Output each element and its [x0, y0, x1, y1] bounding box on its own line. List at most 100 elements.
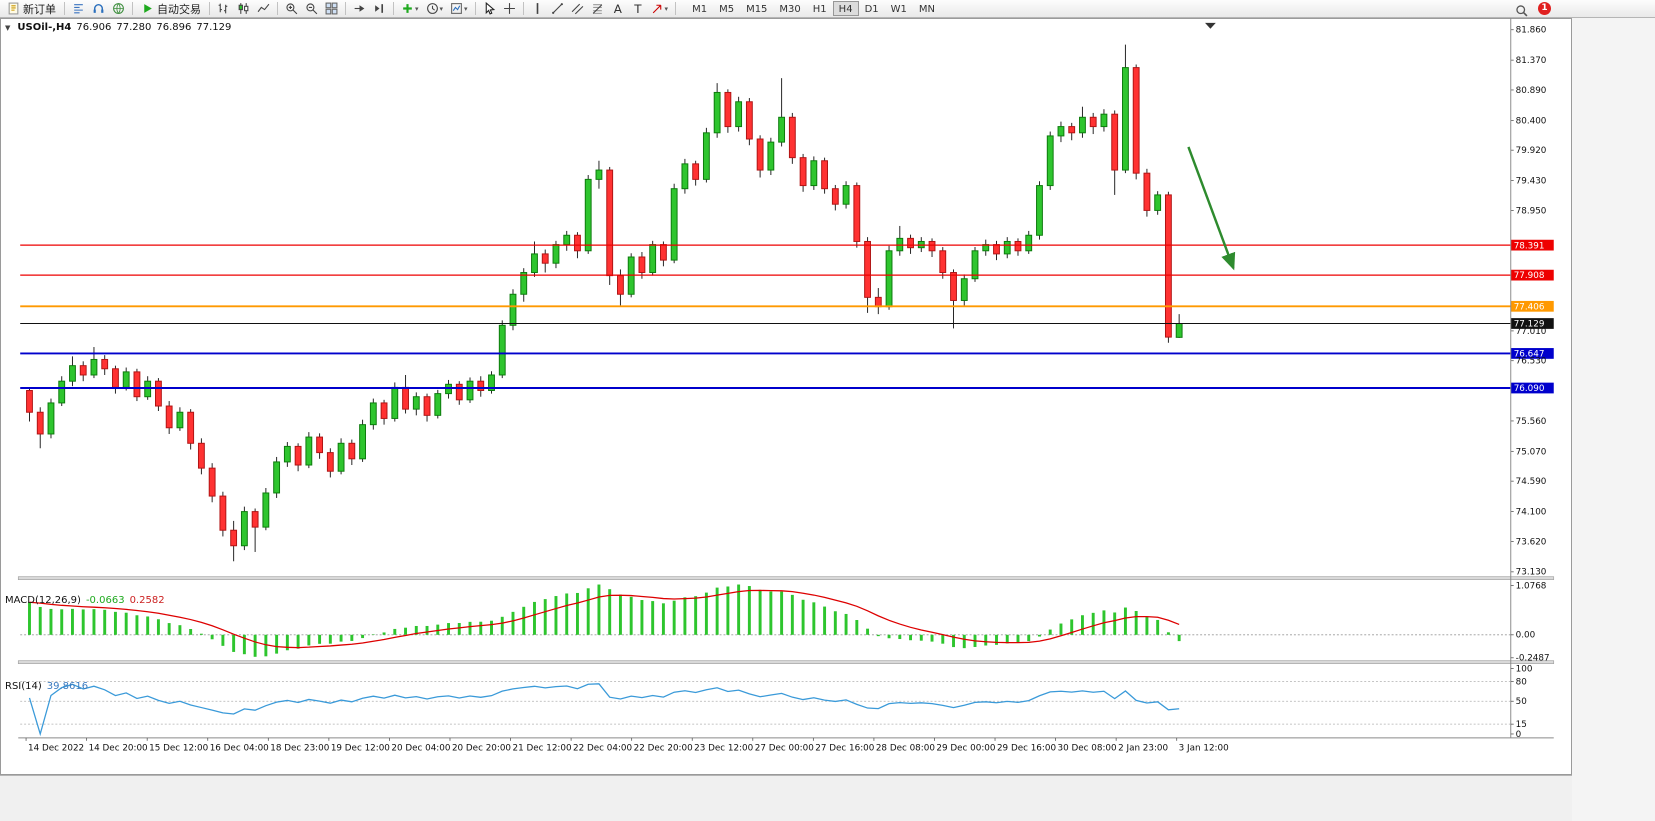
bar-chart-button[interactable] [214, 1, 233, 17]
toolbar-separator [209, 2, 210, 15]
candle-body [649, 244, 657, 274]
candle-body [864, 240, 871, 298]
timeframe-H1[interactable]: H1 [812, 4, 827, 15]
candle-body [810, 160, 818, 187]
candle-body [165, 405, 173, 429]
candle-body [960, 278, 968, 301]
time-tick-label: 2 Jan 23:00 [1118, 744, 1168, 754]
crosshair-button[interactable] [500, 1, 519, 17]
time-tick-label: 3 Jan 12:00 [1179, 744, 1229, 754]
candle-body [788, 116, 796, 159]
time-tick-label: 19 Dec 12:00 [331, 744, 390, 754]
add-indicator-button[interactable]: ▾ [398, 1, 422, 17]
candle-body [466, 380, 474, 401]
notification-badge[interactable]: 1 [1538, 2, 1551, 15]
new-order-icon [8, 2, 19, 15]
toolbar-separator [675, 2, 677, 15]
zoom-out-icon [306, 3, 318, 15]
chart-plot-area[interactable] [18, 18, 1511, 577]
timeframe-M1[interactable]: M1 [692, 4, 708, 15]
auto-trading-button[interactable]: 自动交易 [137, 1, 205, 17]
auto-trading-label: 自动交易 [157, 2, 201, 16]
new-order-button[interactable]: 新订单 [3, 1, 60, 17]
price-tag [1510, 239, 1554, 251]
rsi-panel-splitter[interactable] [17, 660, 1555, 664]
search-button[interactable] [1512, 2, 1531, 18]
collapse-chart-icon[interactable]: ▼ [5, 23, 11, 32]
chevron-down-icon: ▾ [464, 4, 468, 13]
chart-shift-button[interactable] [370, 1, 389, 17]
candle-body [498, 324, 506, 376]
candle-body [1014, 240, 1022, 252]
timeframe-MN[interactable]: MN [918, 4, 935, 15]
zoom-out-button[interactable] [302, 1, 321, 17]
svg-text:T: T [633, 2, 642, 15]
candle-body [842, 185, 850, 205]
price-chart[interactable]: 78.39177.90877.40677.12976.64776.09081.8… [0, 18, 1572, 775]
support-button[interactable] [89, 1, 108, 17]
cursor-button[interactable] [480, 1, 499, 17]
ohlc-open-value: 76.906 [76, 22, 112, 33]
candle-body [348, 442, 356, 460]
candle-body [230, 529, 238, 547]
candle-body [294, 445, 302, 466]
timeframe-M30[interactable]: M30 [779, 4, 801, 15]
time-tick-label: 28 Dec 08:00 [876, 744, 935, 754]
ohlc-close-value: 77.129 [196, 22, 232, 33]
candlestick-chart-icon [238, 3, 249, 14]
price-tick-label: 78.950 [1516, 206, 1547, 216]
timeframe-W1[interactable]: W1 [890, 4, 907, 15]
timeframe-H4[interactable]: H4 [832, 1, 859, 16]
price-tick-label: 77.010 [1516, 327, 1547, 337]
price-tick-label: 73.130 [1516, 568, 1547, 578]
macd-histogram [28, 584, 1181, 657]
price-tag-label: 77.406 [1514, 302, 1545, 312]
candle-body [1111, 113, 1119, 171]
time-tick-label: 22 Dec 20:00 [634, 744, 693, 754]
line-chart-button[interactable] [254, 1, 273, 17]
timeframe-M5[interactable]: M5 [719, 4, 735, 15]
timeframe-M15[interactable]: M15 [746, 4, 768, 15]
community-button[interactable] [109, 1, 128, 17]
zoom-in-button[interactable] [282, 1, 301, 17]
macd-header: MACD(12,26,9) -0.0663 0.2582 [5, 595, 165, 606]
time-tick-label: 22 Dec 04:00 [573, 744, 632, 754]
period-button[interactable]: ▾ [423, 1, 447, 17]
candle-body [112, 368, 119, 388]
candle-body [584, 178, 592, 252]
main-toolbar: 新订单 自动交易 ▾ ▾ ▾ A T ▾ M1 M5 M15 M30 H1 H4 D1 W1 M… [0, 0, 1655, 18]
candle-body [702, 132, 710, 180]
fibonacci-button[interactable] [588, 1, 607, 17]
channel-button[interactable] [568, 1, 587, 17]
tile-windows-button[interactable] [322, 1, 341, 17]
fibonacci-icon [592, 4, 602, 14]
auto-scroll-button[interactable] [350, 1, 369, 17]
candle-body [47, 402, 55, 435]
trendline-button[interactable] [548, 1, 567, 17]
chart-shift-marker-icon[interactable] [1205, 22, 1216, 29]
template-button[interactable]: ▾ [447, 1, 471, 17]
annotation-arrow[interactable] [1187, 146, 1236, 271]
arrows-button[interactable]: ▾ [648, 1, 672, 17]
price-tick-label: 74.100 [1516, 508, 1547, 518]
time-tick-label: 14 Dec 2022 [28, 744, 84, 754]
candle-body [262, 492, 270, 528]
price-tag [1510, 318, 1554, 329]
candle-body [58, 380, 66, 404]
price-tag [1510, 269, 1554, 281]
macd-axis-label: 1.0768 [1516, 581, 1547, 591]
macd-panel-splitter[interactable] [17, 576, 1555, 580]
timeframe-D1[interactable]: D1 [864, 4, 879, 15]
candle-body [155, 380, 162, 407]
candle-body [939, 250, 947, 274]
candle-body [101, 358, 109, 370]
market-depth-button[interactable] [69, 1, 88, 17]
time-tick-label: 20 Dec 20:00 [452, 744, 511, 754]
candlestick-chart-button[interactable] [234, 1, 253, 17]
text-label-button[interactable]: T [628, 1, 647, 17]
text-tool-button[interactable]: A [608, 1, 627, 17]
candle-body [1100, 113, 1108, 128]
vertical-line-button[interactable] [528, 1, 547, 17]
rsi-line [28, 683, 1180, 737]
time-tick-label: 30 Dec 08:00 [1058, 744, 1117, 754]
